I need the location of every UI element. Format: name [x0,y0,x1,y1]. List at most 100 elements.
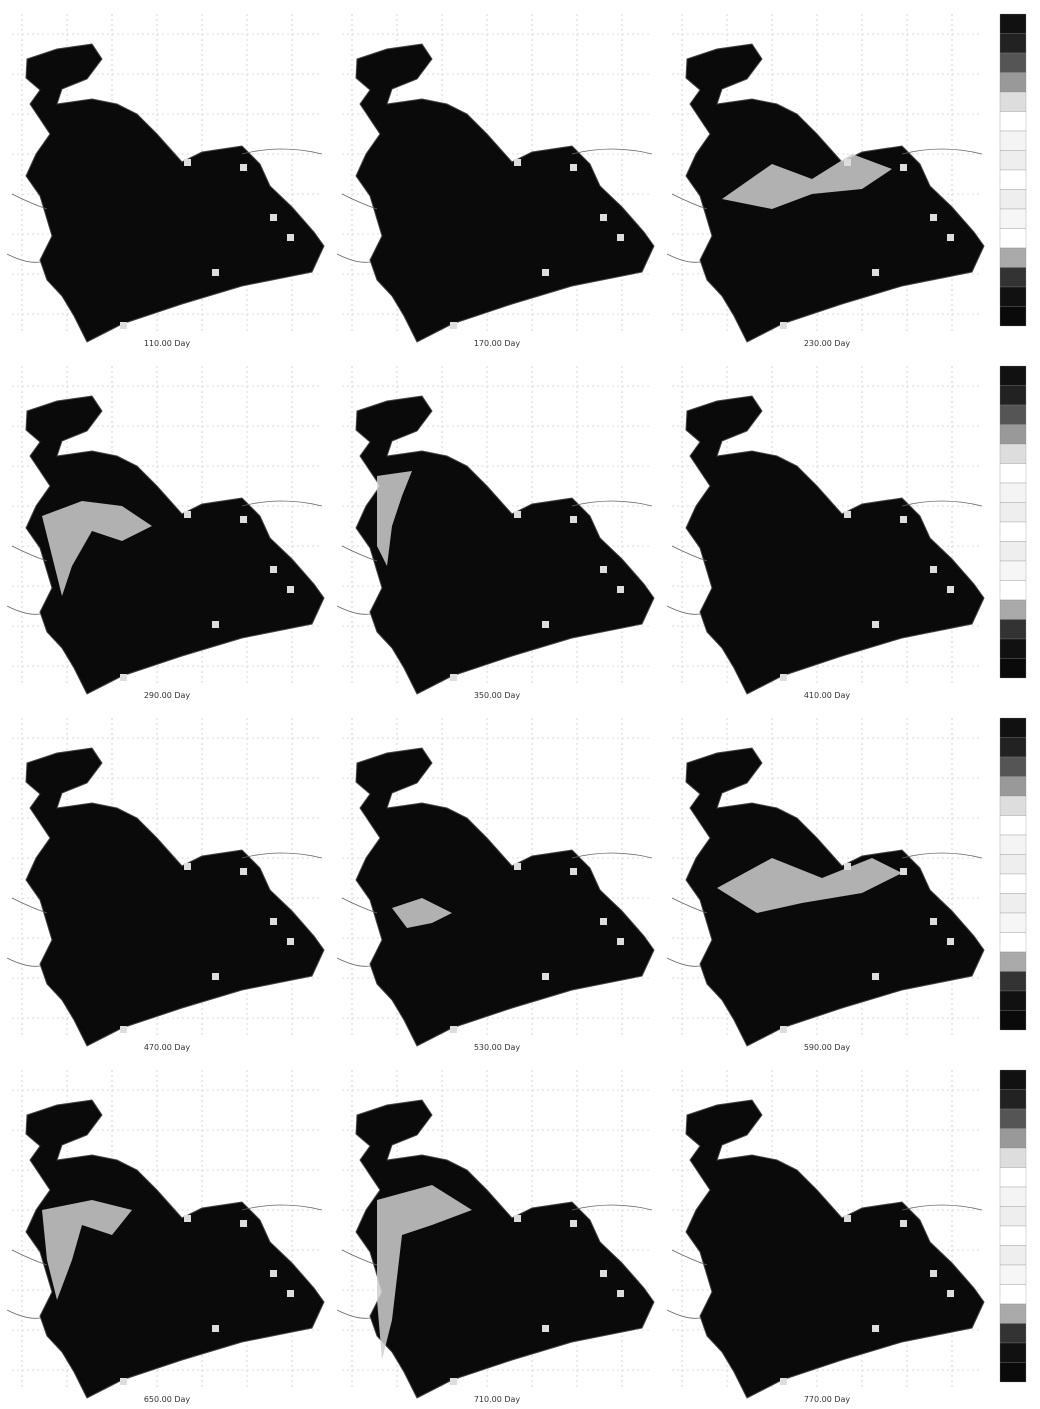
colorbar-step [1000,991,1026,1011]
island [270,214,277,221]
colorbar-step [1000,229,1026,249]
colorbar-step [1000,112,1026,132]
map-panel: 410.00 Day [667,366,984,700]
island [844,511,851,518]
panel-caption: 470.00 Day [144,1043,191,1052]
colorbar [1000,14,1026,326]
colorbar-step [1000,34,1026,54]
panel-caption: 110.00 Day [144,339,191,348]
island [872,1325,879,1332]
island [120,674,127,681]
island [287,586,294,593]
map-panel: 650.00 Day [7,1070,324,1404]
colorbar-step [1000,1265,1026,1285]
island [240,516,247,523]
colorbar-step [1000,287,1026,307]
colorbar-step [1000,483,1026,503]
colorbar-step [1000,73,1026,93]
panel-caption: 770.00 Day [804,1395,851,1404]
colorbar-step [1000,405,1026,425]
island [947,1290,954,1297]
island [780,322,787,329]
sea-area [26,44,324,342]
island [212,973,219,980]
island [617,1290,624,1297]
colorbar-step [1000,874,1026,894]
island [844,159,851,166]
colorbar-step [1000,503,1026,523]
sea-area [356,748,654,1046]
sea-area [356,44,654,342]
colorbar-step [1000,522,1026,542]
island [900,164,907,171]
map-panel: 530.00 Day [337,718,654,1052]
island [600,566,607,573]
colorbar-step [1000,190,1026,210]
island [780,1026,787,1033]
panel-caption: 590.00 Day [804,1043,851,1052]
colorbar-step [1000,620,1026,640]
colorbar [1000,718,1026,1030]
colorbar-step [1000,53,1026,73]
colorbar-step [1000,1304,1026,1324]
island [514,511,521,518]
island [900,516,907,523]
figure: 110.00 Day170.00 Day230.00 Day290.00 Day… [0,0,1040,1409]
colorbar-step [1000,1109,1026,1129]
island [184,863,191,870]
island [120,322,127,329]
island [542,973,549,980]
island [844,863,851,870]
colorbar [1000,366,1026,678]
panel-caption: 230.00 Day [804,339,851,348]
island [514,863,521,870]
island [450,1026,457,1033]
colorbar-step [1000,718,1026,738]
map-panel: 110.00 Day [7,14,324,348]
island [542,1325,549,1332]
colorbar-step [1000,816,1026,836]
island [780,1378,787,1385]
colorbar-step [1000,913,1026,933]
panel-caption: 530.00 Day [474,1043,521,1052]
colorbar-step [1000,581,1026,601]
island [600,214,607,221]
colorbar-step [1000,738,1026,758]
island [240,1220,247,1227]
panel-caption: 350.00 Day [474,691,521,700]
island [872,621,879,628]
sea-area [356,1100,654,1398]
sea-area [686,1100,984,1398]
island [212,621,219,628]
colorbar-step [1000,464,1026,484]
colorbar-step [1000,796,1026,816]
map-panel: 290.00 Day [7,366,324,700]
island [287,938,294,945]
island [240,868,247,875]
colorbar-step [1000,933,1026,953]
island [120,1026,127,1033]
island [270,566,277,573]
island [930,1270,937,1277]
island [600,1270,607,1277]
sea-area [686,396,984,694]
island [930,566,937,573]
island [844,1215,851,1222]
island [212,1325,219,1332]
colorbar-step [1000,1343,1026,1363]
colorbar-step [1000,659,1026,679]
colorbar-step [1000,1246,1026,1266]
colorbar-step [1000,1207,1026,1227]
colorbar-step [1000,1187,1026,1207]
colorbar-step [1000,425,1026,445]
colorbar-step [1000,151,1026,171]
island [184,511,191,518]
colorbar-step [1000,894,1026,914]
colorbar-step [1000,386,1026,406]
island [570,1220,577,1227]
colorbar-step [1000,639,1026,659]
colorbar-step [1000,209,1026,229]
panel-caption: 650.00 Day [144,1395,191,1404]
island [617,938,624,945]
panel-caption: 710.00 Day [474,1395,521,1404]
